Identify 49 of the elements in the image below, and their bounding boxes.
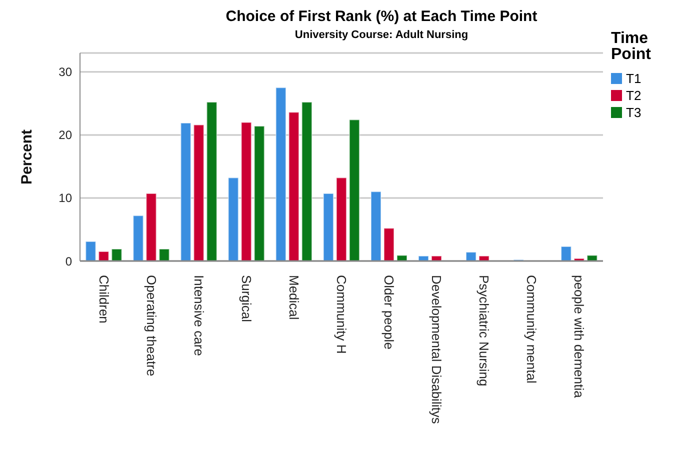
bar: [466, 252, 477, 261]
bar: [240, 122, 252, 261]
bar: [322, 193, 334, 261]
bar: [132, 215, 144, 261]
bar: [206, 102, 218, 261]
legend-label: T3: [625, 105, 642, 120]
x-tick-label: Developmental Disabilitys: [429, 275, 444, 424]
bar: [180, 122, 192, 261]
bar: [146, 193, 157, 261]
x-tick-label: Medical: [286, 275, 302, 320]
y-axis-title: Percent: [18, 129, 36, 185]
bar: [586, 254, 598, 261]
bar: [275, 87, 286, 261]
x-tick-label: Community mental: [524, 275, 540, 384]
x-tick-label: Children: [96, 275, 112, 324]
bar: [111, 248, 122, 261]
chart-title: Choice of First Rank (%) at Each Time Point: [224, 8, 538, 25]
y-tick-label: 10: [58, 191, 72, 206]
legend-label: T2: [625, 88, 642, 103]
bar: [158, 248, 170, 261]
x-tick-label: Operating theatre: [144, 275, 159, 376]
bar: [288, 112, 300, 261]
y-tick-label: 20: [58, 128, 72, 142]
bar: [370, 191, 382, 261]
bar: [396, 254, 408, 261]
bar: [383, 228, 394, 261]
x-tick-label: Surgical: [238, 275, 254, 322]
bar: [336, 177, 347, 261]
legend-title: Time Point: [611, 30, 652, 63]
x-tick-label: Older people: [382, 275, 397, 350]
y-tick-label: 0: [65, 254, 72, 268]
x-tick-label: Community H: [334, 275, 349, 354]
bar: [254, 126, 265, 261]
bar: [301, 102, 312, 261]
bar: [228, 177, 239, 261]
bar: [98, 251, 110, 261]
bar: [431, 255, 442, 261]
legend-label: T1: [625, 71, 642, 86]
x-tick-label: Intensive care: [191, 275, 206, 356]
y-tick-label: 30: [58, 65, 72, 80]
bar: [418, 255, 430, 261]
chart-subtitle: University Course: Adult Nursing: [294, 29, 468, 41]
x-tick-label: people with dementia: [572, 275, 587, 399]
bar: [478, 255, 490, 261]
bar: [560, 246, 572, 261]
bar: [85, 240, 96, 261]
bar: [193, 124, 204, 261]
bar: [348, 119, 360, 261]
x-tick-label: Psychiatric Nursing: [476, 275, 492, 386]
